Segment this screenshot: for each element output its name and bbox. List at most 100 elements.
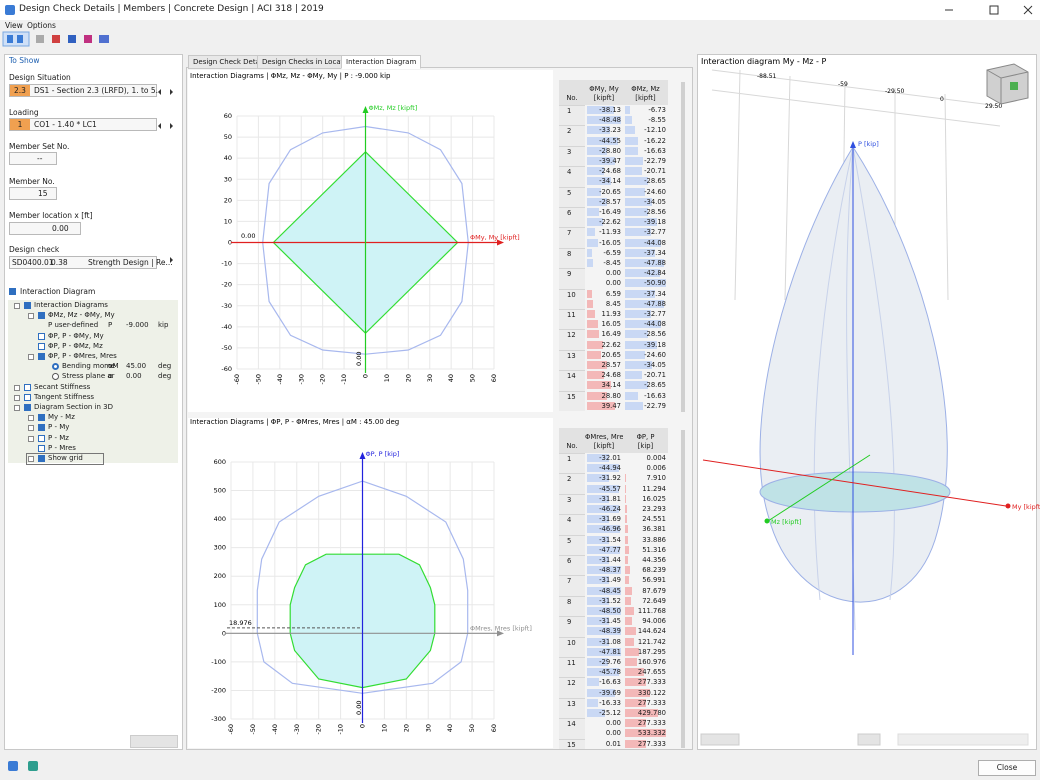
badge: 1 <box>10 119 30 130</box>
table-cell: -31.45 <box>599 617 621 626</box>
value-bar <box>587 454 610 462</box>
checkbox[interactable] <box>38 414 45 422</box>
x-tick-label: 50 <box>469 374 477 382</box>
scrollbar[interactable] <box>681 82 685 412</box>
toolbar[interactable] <box>0 30 120 48</box>
tree-expander[interactable] <box>28 425 34 432</box>
selection-box <box>26 453 104 465</box>
tree-expander[interactable] <box>28 354 34 360</box>
view-cube[interactable] <box>986 63 1029 105</box>
checkbox[interactable] <box>38 332 45 340</box>
value-bar <box>587 340 603 349</box>
status-icon[interactable] <box>8 761 18 771</box>
checkbox[interactable] <box>38 444 45 452</box>
row-number: 8 <box>559 247 585 269</box>
checkbox[interactable] <box>24 393 31 401</box>
print-button[interactable] <box>700 733 740 746</box>
table-cell: -39.18 <box>644 340 666 349</box>
value-bar <box>587 474 610 483</box>
tree-field[interactable]: 0.00 <box>126 372 142 381</box>
tab[interactable]: Interaction Diagram <box>341 55 422 69</box>
tree-expander[interactable] <box>28 456 34 462</box>
field-label: Design Situation <box>9 73 71 82</box>
tree-expander[interactable] <box>14 303 20 309</box>
checkbox[interactable] <box>38 312 45 320</box>
checkbox[interactable] <box>38 342 45 350</box>
window-controls[interactable] <box>940 0 1040 20</box>
table-cell: -12.10 <box>644 126 666 135</box>
tab[interactable]: Design Checks in Location <box>257 55 360 69</box>
tree-field[interactable]: -9.000 <box>126 321 149 330</box>
checkbox[interactable] <box>38 455 45 462</box>
table-cell: -38.13 <box>599 106 621 114</box>
table-cell: -46.96 <box>599 525 621 534</box>
view-toolbar[interactable] <box>897 733 1029 746</box>
table-cell: -31.69 <box>599 515 621 524</box>
value-bar <box>587 688 615 697</box>
table-cell: -47.88 <box>644 259 666 267</box>
checkbox[interactable] <box>38 424 45 432</box>
view-button[interactable] <box>857 733 881 746</box>
x-tick-label: 40 <box>447 374 455 382</box>
annotation: 0.00 <box>355 352 363 366</box>
y-tick-label: 40 <box>224 154 232 162</box>
close-button[interactable]: Close <box>978 760 1036 776</box>
table-cell: -39.69 <box>599 688 621 697</box>
row-number: 12 <box>559 677 585 698</box>
column-unit: [kipft] <box>635 94 656 102</box>
row-number: 1 <box>559 105 585 126</box>
combo-box[interactable]: -- <box>9 152 57 165</box>
axis-label: P [kip] <box>858 140 879 148</box>
input-box[interactable]: 0.00 <box>9 222 81 235</box>
spin-buttons[interactable] <box>155 84 179 274</box>
axis-label: Mz [kipft] <box>771 518 802 526</box>
table-cell: 56.991 <box>642 576 666 585</box>
value-bar <box>625 484 626 493</box>
combo-box[interactable]: SD0400.01 0.38 Strength Design | Re... <box>9 256 173 269</box>
scrollbar[interactable] <box>681 430 685 748</box>
field-label: Member No. <box>9 177 55 186</box>
radio-button[interactable] <box>52 373 59 381</box>
combo-box[interactable]: 2.3 DS1 - Section 2.3 (LRFD), 1. to 5. <box>9 84 159 97</box>
table-cell: 94.006 <box>642 617 666 626</box>
checkbox[interactable] <box>24 383 31 391</box>
value-bar <box>625 401 644 410</box>
combo-box[interactable]: 15 <box>9 187 57 200</box>
value-bar <box>587 401 615 410</box>
tree-expander[interactable] <box>28 435 34 442</box>
x-tick-label: 20 <box>402 724 410 732</box>
value-bar <box>587 126 611 135</box>
menu-item[interactable]: View <box>5 21 23 30</box>
window-title: Design Check Details | Members | Concret… <box>19 4 324 14</box>
row-number: 13 <box>559 349 585 371</box>
checkbox[interactable] <box>38 434 45 442</box>
panel-buttons[interactable] <box>130 735 178 748</box>
checkbox[interactable] <box>24 404 31 411</box>
table-cell: -16.63 <box>599 678 621 687</box>
checkbox[interactable] <box>9 288 16 295</box>
tree-expander[interactable] <box>14 405 20 411</box>
radio-button[interactable] <box>52 363 59 371</box>
tree-expander[interactable] <box>28 313 34 320</box>
table-cell: -31.54 <box>599 535 621 544</box>
table-cell: -47.88 <box>644 299 666 308</box>
value-bar <box>587 228 596 237</box>
tree-field[interactable]: 45.00 <box>126 362 147 371</box>
menu-item[interactable]: Options <box>27 21 56 30</box>
tree-expander[interactable] <box>14 384 20 391</box>
table-cell: -37.34 <box>644 289 666 298</box>
checkbox[interactable] <box>38 353 45 360</box>
y-tick-label: 500 <box>214 487 226 495</box>
combo-box[interactable]: 1 CO1 - 1.40 * LC1 <box>9 118 157 131</box>
tree-expander[interactable] <box>28 415 34 422</box>
row-number: 11 <box>559 657 585 678</box>
row-number: 14 <box>559 718 585 739</box>
checkbox[interactable] <box>24 302 31 309</box>
tree-expander[interactable] <box>14 394 20 401</box>
combo-value: DS1 - Section 2.3 (LRFD), 1. to 5. <box>34 86 159 95</box>
input-value: 0.00 <box>52 224 69 233</box>
y-tick-label: 0 <box>228 239 232 247</box>
table-cell: -44.55 <box>599 136 621 145</box>
y-tick-label: -30 <box>221 302 232 310</box>
status-icon[interactable] <box>28 761 38 771</box>
